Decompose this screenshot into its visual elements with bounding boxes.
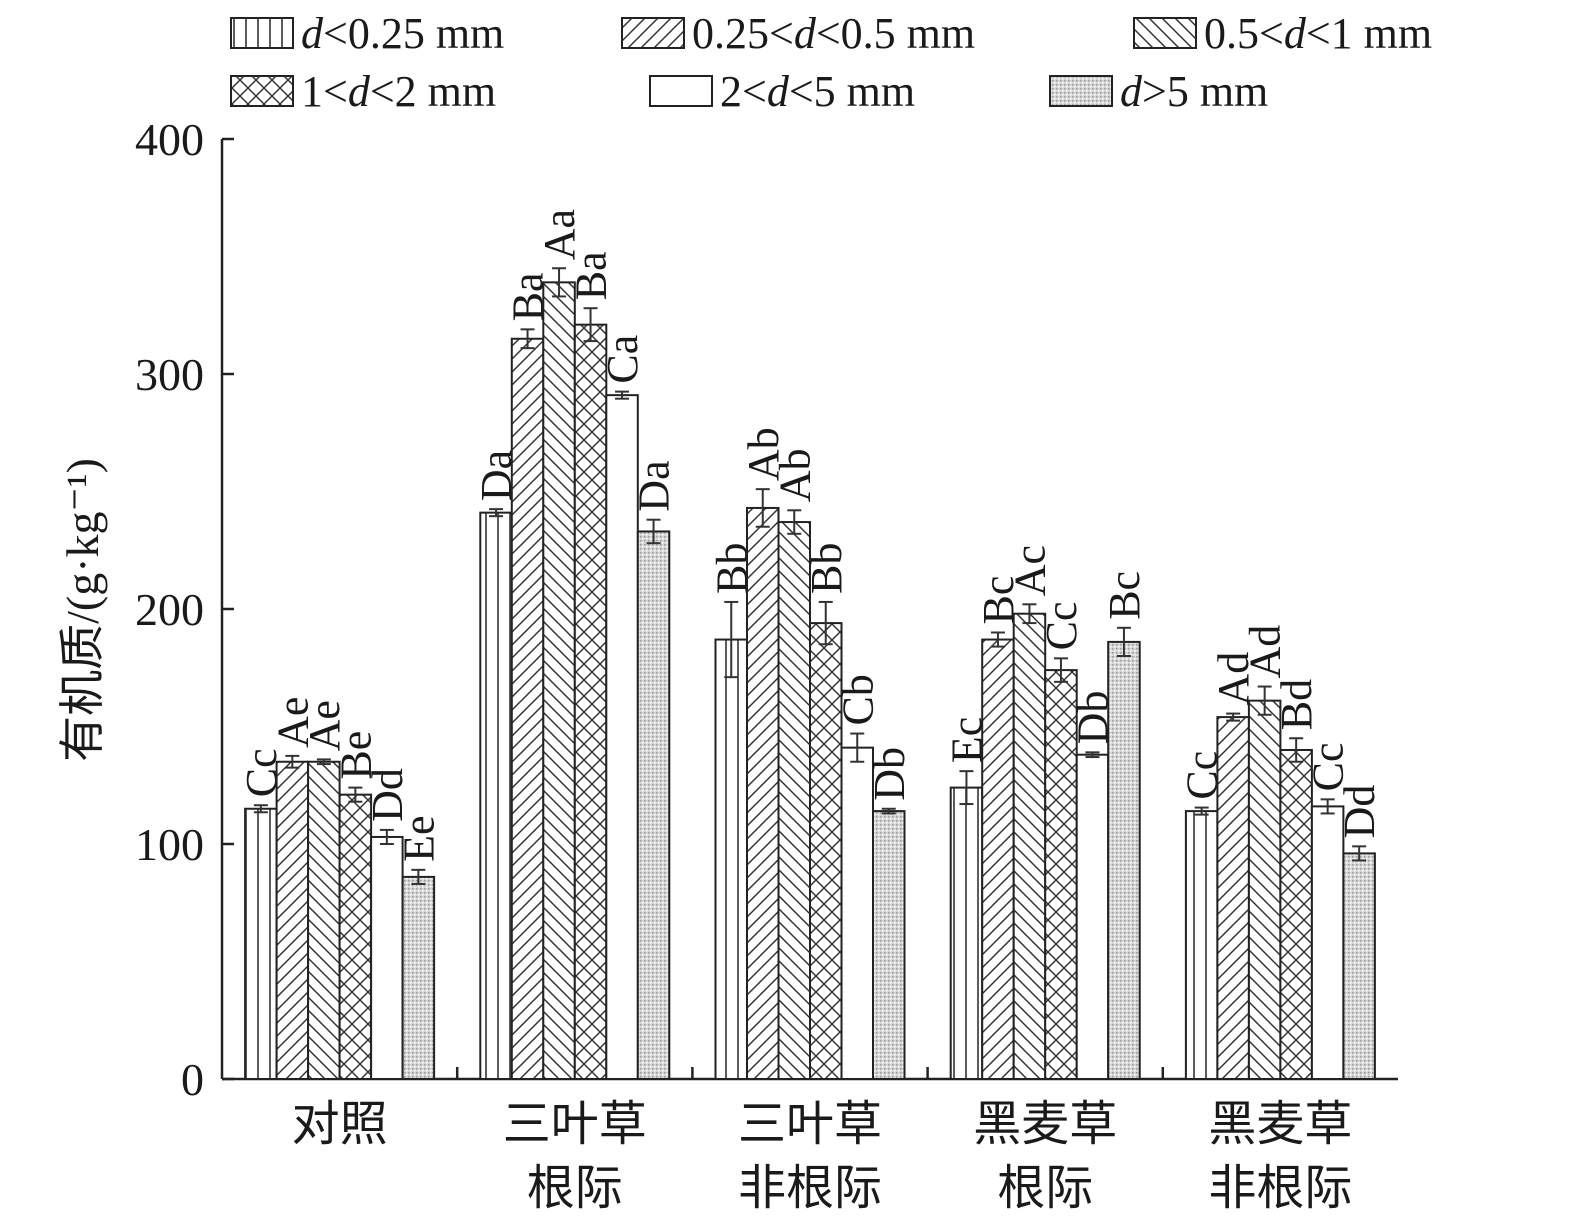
x-category-label: 根际 [997, 1162, 1093, 1215]
bar [275, 760, 310, 1080]
legend-label-part: <2 mm [370, 67, 496, 116]
bar [714, 638, 748, 1080]
legend-label: 1<d<2 mm [301, 67, 496, 116]
legend-label-part: d [1120, 67, 1143, 116]
bar [1075, 753, 1110, 1080]
x-category-label: 对照 [292, 1098, 388, 1151]
significance-label: Db [865, 747, 914, 801]
bar [479, 511, 513, 1080]
y-tick-label: 400 [135, 114, 204, 165]
significance-label: Ad [1241, 625, 1290, 679]
legend-label-part: 0.25< [692, 9, 794, 58]
legend-swatch [649, 75, 713, 107]
legend-label: d>5 mm [1120, 67, 1268, 116]
bar [636, 530, 671, 1080]
y-tick-label: 300 [135, 349, 204, 400]
bar [1310, 805, 1345, 1081]
legend-label: 0.25<d<0.5 mm [692, 9, 975, 58]
legend-swatch [230, 75, 294, 107]
legend: d<0.25 mm 0.25<d<0.5 mm 0.5<d<1 mm1<d<2 mm… [230, 9, 1432, 116]
bar [777, 521, 811, 1080]
legend-label: 0.5<d<1 mm [1204, 9, 1432, 58]
legend-label-part: <5 mm [789, 67, 915, 116]
significance-label: Ba [567, 251, 616, 300]
significance-label: Cc [1037, 601, 1086, 650]
bar [981, 638, 1015, 1080]
y-axis-label-group: 有机质/(g·kg⁻¹) [57, 458, 108, 762]
legend-label-part: d [348, 67, 371, 116]
x-category-label: 三叶草 [503, 1098, 647, 1151]
bar [307, 760, 341, 1080]
bars: CcAeAeBeDdEeDaBaAaBaCaDaBbAbAbBbCbDbEcBc… [237, 209, 1384, 1081]
significance-label: Ae [268, 697, 317, 748]
significance-label: Ee [394, 815, 443, 861]
significance-label: Bd [1272, 679, 1321, 730]
significance-label: Ae [300, 700, 349, 751]
significance-label: Cc [1304, 742, 1353, 791]
x-category-label: 根际 [527, 1162, 623, 1215]
legend-swatch [230, 17, 294, 49]
bar [542, 281, 576, 1081]
y-tick-label: 0 [181, 1054, 204, 1105]
bar [510, 337, 545, 1080]
significance-label: Dd [363, 768, 412, 822]
legend-swatch [1049, 75, 1113, 107]
significance-label: Ab [770, 449, 819, 503]
legend-label-part: <0.5 mm [816, 9, 975, 58]
bar [1279, 749, 1313, 1080]
legend-label-part: d [301, 9, 324, 58]
bar [244, 807, 278, 1080]
legend-swatch [621, 17, 685, 49]
legend-label-part: <0.25 mm [323, 9, 504, 58]
y-tick-label: 200 [135, 584, 204, 635]
bar [1184, 810, 1219, 1080]
x-category-label: 黑麦草 [1208, 1098, 1352, 1151]
significance-label: Aa [535, 209, 584, 260]
legend-label-part: d [1284, 9, 1307, 58]
legend-label-part: d [767, 67, 790, 116]
significance-label: Ca [598, 335, 647, 384]
bar [370, 835, 404, 1081]
significance-label: Cb [833, 674, 882, 725]
legend-label-part: 1< [301, 67, 348, 116]
x-category-label: 黑麦草 [973, 1098, 1117, 1151]
significance-label: Be [331, 731, 380, 780]
bar [1247, 699, 1282, 1081]
significance-label: Bc [1100, 571, 1149, 620]
significance-label: Da [630, 460, 679, 511]
y-tick-label: 100 [135, 819, 204, 870]
bar [1012, 612, 1047, 1080]
legend-swatch [1133, 17, 1197, 49]
bar [872, 810, 906, 1080]
legend-label: d<0.25 mm [301, 9, 504, 58]
x-category-label: 非根际 [738, 1162, 882, 1215]
legend-label-part: d [794, 9, 817, 58]
bar [338, 793, 373, 1081]
legend-label-part: 2< [720, 67, 767, 116]
x-category-label: 非根际 [1208, 1162, 1352, 1215]
legend-label-part: >5 mm [1142, 67, 1268, 116]
bar [573, 323, 608, 1080]
significance-label: Dd [1335, 785, 1384, 839]
significance-label: Ac [1005, 545, 1054, 596]
legend-label: 2<d<5 mm [720, 67, 915, 116]
bar [401, 875, 436, 1081]
significance-label: Bb [802, 543, 851, 594]
bar [1342, 852, 1376, 1081]
significance-label: Ab [739, 427, 788, 481]
y-axis-label: 有机质/(g·kg⁻¹) [57, 458, 108, 762]
bar [1216, 716, 1250, 1080]
bar [949, 786, 984, 1080]
bar [746, 506, 780, 1080]
x-category-label: 三叶草 [738, 1098, 882, 1151]
bar [1107, 640, 1141, 1081]
legend-label-part: 0.5< [1204, 9, 1284, 58]
legend-label-part: <1 mm [1306, 9, 1432, 58]
significance-label: Ad [1209, 652, 1258, 706]
